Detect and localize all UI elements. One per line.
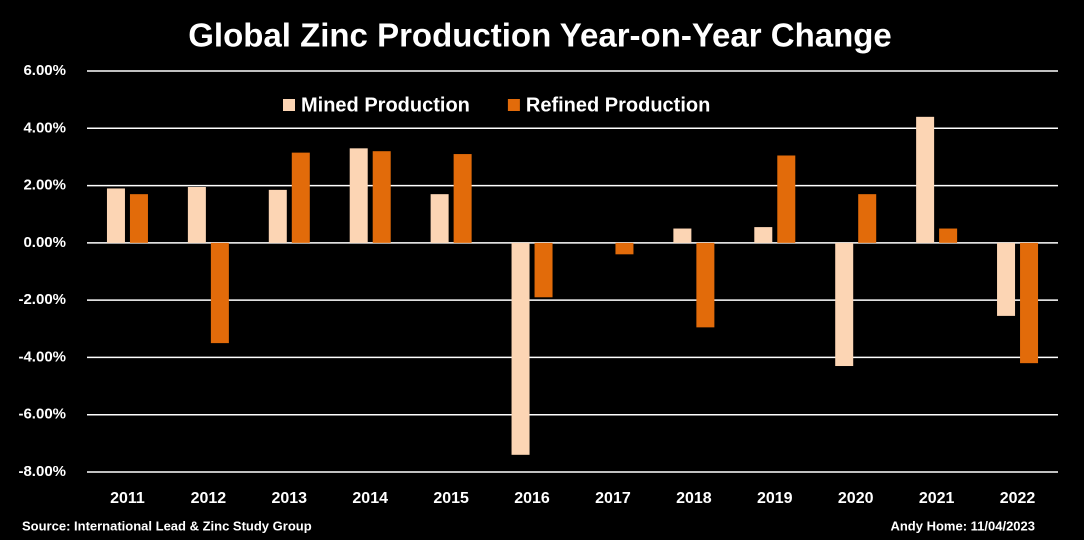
bar [534,242,553,298]
bar [916,116,935,243]
bar [1020,242,1039,364]
bar [615,242,634,255]
x-tick-label: 2017 [595,490,631,507]
y-tick-label: 6.00% [23,62,66,79]
bar [210,242,229,344]
y-tick-label: -4.00% [18,348,66,365]
bar [939,228,958,243]
x-tick-label: 2011 [110,490,145,507]
bar [129,194,148,243]
legend-swatch [283,99,295,111]
legend-label: Refined Production [526,94,710,116]
y-tick-label: 4.00% [23,119,66,136]
bar [430,194,449,243]
bar [372,151,391,243]
chart-title: Global Zinc Production Year-on-Year Chan… [188,17,892,54]
bar [453,154,472,243]
x-tick-label: 2020 [838,490,874,507]
x-tick-label: 2019 [757,490,793,507]
x-tick-label: 2022 [1000,490,1036,507]
x-tick-label: 2016 [514,490,550,507]
bar [291,152,310,243]
credit-note: Andy Home: 11/04/2023 [890,518,1035,533]
bar [187,187,206,243]
bar [349,148,368,243]
x-tick-label: 2013 [271,490,307,507]
y-tick-label: -2.00% [18,291,66,308]
x-tick-label: 2012 [191,490,227,507]
bar [106,188,125,243]
x-tick-label: 2015 [433,490,469,507]
y-tick-label: -6.00% [18,406,66,423]
bar [777,155,796,243]
y-tick-label: 2.00% [23,177,66,194]
y-tick-label: 0.00% [23,234,66,251]
x-tick-label: 2018 [676,490,712,507]
bar [858,194,877,243]
x-tick-label: 2021 [919,490,955,507]
source-note: Source: International Lead & Zinc Study … [22,518,312,533]
x-tick-label: 2014 [352,490,388,507]
bar [673,228,692,243]
legend-label: Mined Production [301,94,470,116]
y-tick-label: -8.00% [18,463,66,480]
bar [696,242,715,328]
bar [754,227,773,243]
bar [835,242,854,367]
bar [997,242,1016,316]
legend-swatch [507,99,520,111]
bar [268,189,287,243]
bar [511,242,530,455]
